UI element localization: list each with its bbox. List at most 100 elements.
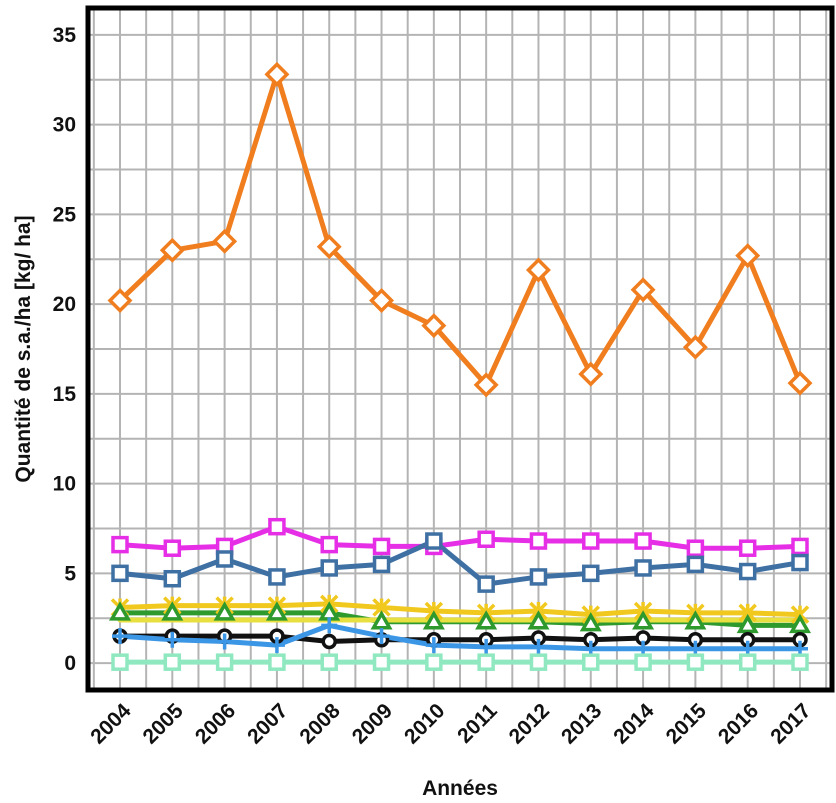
data-point-1 — [787, 370, 813, 396]
data-point-5 — [422, 610, 445, 630]
data-point-8 — [268, 637, 285, 654]
x-tick-label: 2007 — [243, 699, 292, 748]
data-point-8 — [164, 631, 181, 648]
data-point-9 — [738, 653, 757, 671]
data-point-5 — [265, 601, 288, 621]
data-point-1 — [316, 234, 342, 260]
data-point-1 — [107, 288, 133, 314]
data-point-9 — [372, 653, 391, 671]
plot-frame — [85, 5, 835, 693]
data-point-1 — [525, 257, 551, 283]
x-tick-label: 2016 — [714, 699, 763, 748]
data-point-5 — [788, 613, 812, 634]
x-tick-label: 2012 — [505, 699, 554, 748]
grid-lines — [88, 8, 832, 690]
data-point-5 — [527, 610, 550, 630]
x-tick-label: 2011 — [453, 699, 502, 748]
data-point-3 — [215, 550, 234, 568]
data-point-7 — [321, 633, 337, 650]
data-point-5 — [736, 613, 759, 634]
data-point-9 — [320, 653, 338, 671]
data-point-8 — [530, 638, 547, 655]
data-point-3 — [791, 553, 809, 572]
data-point-1 — [212, 228, 238, 254]
data-point-5 — [108, 601, 132, 621]
data-point-2 — [477, 530, 495, 548]
y-tick-label: 0 — [64, 652, 76, 675]
x-axis-title: Années — [422, 777, 498, 800]
data-point-3 — [582, 564, 600, 583]
data-point-2 — [163, 539, 182, 557]
data-point-2 — [529, 532, 548, 550]
data-point-1 — [682, 334, 708, 360]
series-line-7 — [117, 633, 803, 645]
data-point-8 — [478, 638, 495, 655]
series-line-1 — [117, 71, 803, 388]
data-point-3 — [372, 555, 391, 574]
data-point-1 — [630, 277, 656, 303]
data-point-2 — [634, 532, 652, 550]
data-point-9 — [215, 653, 234, 671]
x-tick-label: 2015 — [662, 699, 712, 749]
data-point-8 — [112, 628, 128, 645]
x-tick-label: 2014 — [609, 699, 659, 749]
data-point-2 — [111, 535, 129, 554]
data-point-8 — [373, 628, 390, 645]
data-point-2 — [582, 532, 600, 550]
data-point-5 — [632, 610, 655, 630]
data-point-8 — [425, 637, 442, 654]
marker-layer — [107, 61, 813, 671]
y-tick-label: 15 — [53, 383, 77, 406]
y-tick-label: 30 — [53, 114, 76, 137]
y-tick-label: 35 — [53, 24, 77, 47]
data-point-3 — [477, 575, 495, 593]
data-point-2 — [372, 537, 391, 556]
x-tick-labels: 2004 2005 2006 2007 2008 2009 2010 2011 2012 2013… — [86, 699, 815, 749]
series-line-8 — [117, 622, 803, 652]
data-point-9 — [111, 653, 129, 671]
data-point-5 — [579, 612, 602, 632]
data-point-5 — [213, 601, 236, 621]
x-tick-label: 2009 — [348, 699, 397, 748]
data-point-9 — [791, 653, 809, 671]
series-line-4 — [117, 601, 803, 618]
data-point-3 — [738, 562, 757, 581]
x-tick-label: 2010 — [400, 699, 449, 748]
data-point-1 — [735, 243, 761, 269]
x-tick-label: 2005 — [139, 699, 189, 749]
x-tick-label: 2013 — [557, 699, 606, 748]
data-point-1 — [578, 361, 604, 387]
y-tick-label: 10 — [53, 473, 76, 496]
data-point-9 — [529, 653, 548, 671]
y-tick-labels: 0 5 10 15 20 25 30 35 — [53, 24, 77, 675]
data-point-9 — [425, 653, 443, 671]
data-point-5 — [684, 610, 707, 630]
data-point-2 — [791, 537, 809, 556]
data-point-5 — [370, 610, 393, 630]
data-point-3 — [634, 559, 652, 577]
data-point-1 — [264, 61, 290, 87]
data-point-2 — [686, 539, 705, 557]
data-point-2 — [320, 535, 338, 554]
data-point-9 — [634, 653, 652, 671]
x-tick-label: 2006 — [191, 699, 240, 748]
data-point-3 — [425, 532, 443, 550]
data-point-3 — [686, 555, 705, 574]
data-point-1 — [473, 372, 499, 398]
data-point-8 — [321, 617, 338, 634]
data-point-9 — [582, 653, 600, 671]
data-point-5 — [161, 601, 184, 621]
data-point-3 — [268, 568, 286, 586]
data-point-9 — [477, 653, 495, 671]
data-point-3 — [163, 569, 182, 588]
data-point-2 — [738, 539, 757, 557]
x-tick-label: 2004 — [86, 699, 136, 749]
data-point-1 — [369, 288, 395, 314]
y-tick-label: 5 — [64, 562, 76, 585]
y-axis-title: Quantité de s.a./ha [kg/ ha] — [12, 215, 35, 482]
data-point-2 — [268, 517, 286, 536]
data-point-1 — [421, 313, 447, 339]
x-tick-label: 2017 — [766, 699, 815, 748]
